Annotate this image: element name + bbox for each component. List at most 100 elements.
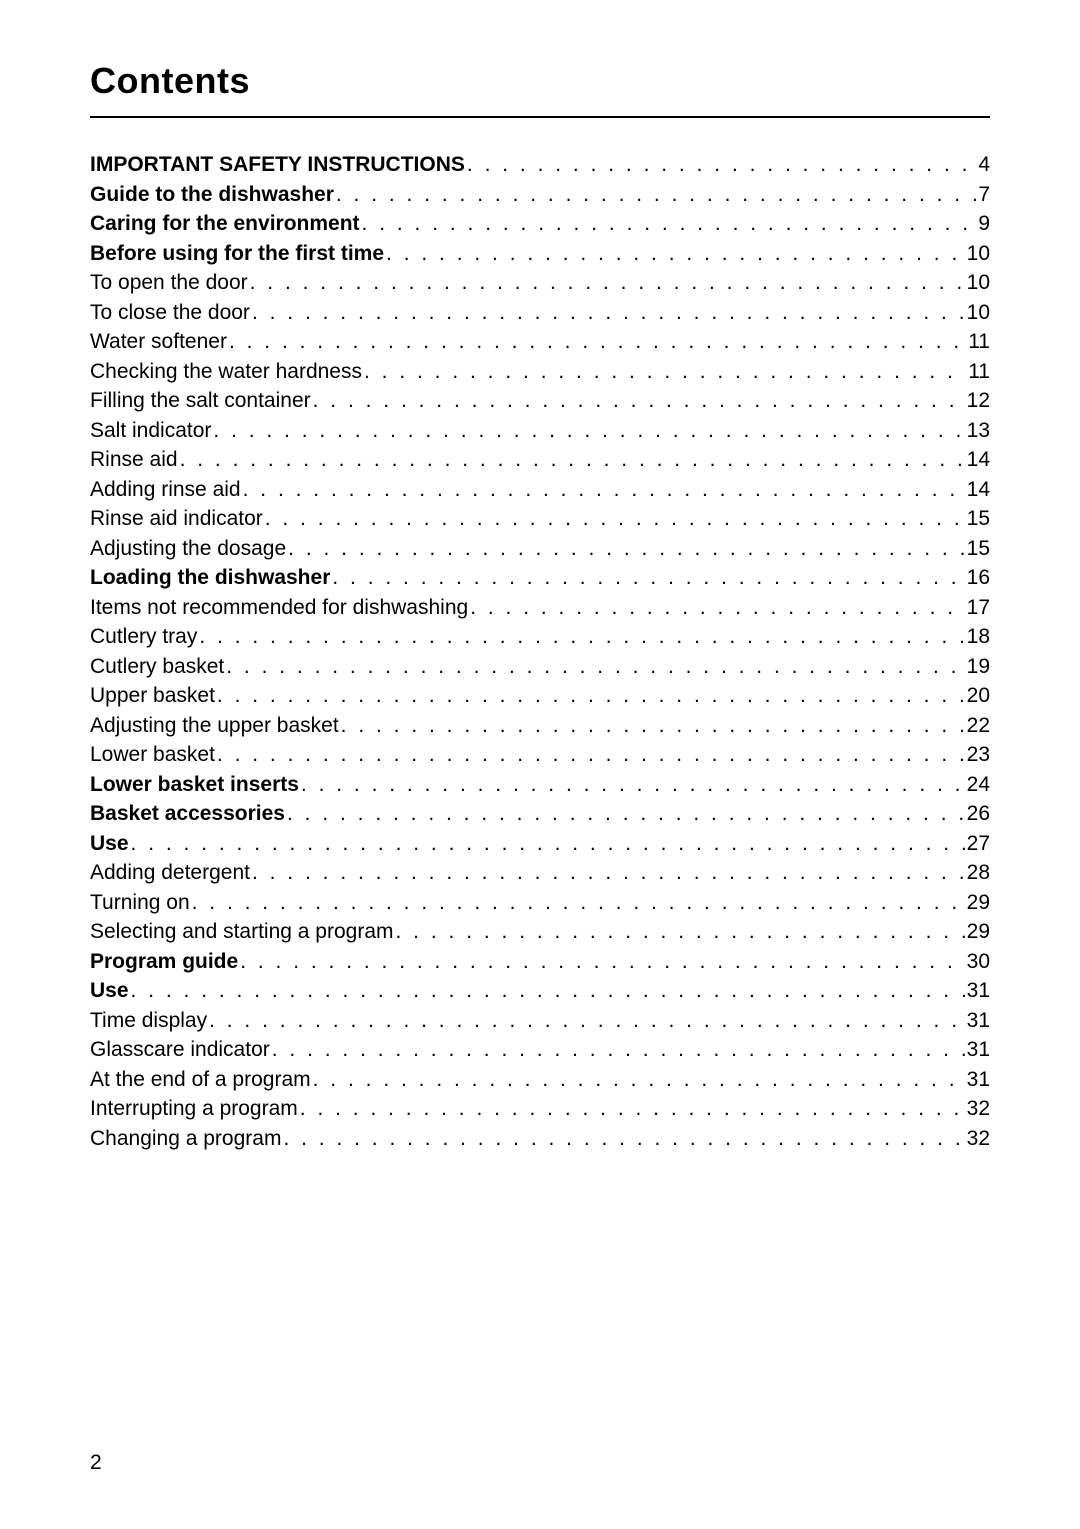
toc-line: Time display31 bbox=[90, 1010, 990, 1031]
toc-line: Cutlery tray18 bbox=[90, 626, 990, 647]
toc-line: Adding rinse aid14 bbox=[90, 479, 990, 500]
toc-entry-label: At the end of a program bbox=[90, 1069, 311, 1090]
toc-line: Lower basket inserts24 bbox=[90, 774, 990, 795]
toc-entry-label: Cutlery basket bbox=[90, 656, 224, 677]
toc-leader-dots bbox=[468, 597, 964, 618]
toc-entry-page: 10 bbox=[965, 272, 990, 293]
toc-entry-page: 26 bbox=[965, 803, 990, 824]
toc-line: Program guide 30 bbox=[90, 951, 990, 972]
toc-leader-dots bbox=[129, 833, 965, 854]
toc-entry-label: IMPORTANT SAFETY INSTRUCTIONS bbox=[90, 154, 465, 175]
toc-leader-dots bbox=[362, 361, 966, 382]
toc-entry-page: 14 bbox=[965, 449, 990, 470]
toc-entry-page: 19 bbox=[965, 656, 990, 677]
toc-entry-page: 30 bbox=[965, 951, 990, 972]
contents-title: Contents bbox=[90, 60, 990, 118]
toc-line: Rinse aid 14 bbox=[90, 449, 990, 470]
toc-entry-page: 22 bbox=[965, 715, 990, 736]
toc-line: Rinse aid indicator 15 bbox=[90, 508, 990, 529]
toc-line: Changing a program32 bbox=[90, 1128, 990, 1149]
toc-leader-dots bbox=[330, 567, 964, 588]
toc-entry-page: 31 bbox=[965, 980, 990, 1001]
toc-leader-dots bbox=[215, 685, 965, 706]
toc-leader-dots bbox=[263, 508, 965, 529]
toc-line: Guide to the dishwasher 7 bbox=[90, 184, 990, 205]
toc-line: To open the door 10 bbox=[90, 272, 990, 293]
toc-entry-label: Use bbox=[90, 980, 129, 1001]
toc-line: Caring for the environment9 bbox=[90, 213, 990, 234]
toc-entry-label: Basket accessories bbox=[90, 803, 285, 824]
toc-leader-dots bbox=[197, 626, 964, 647]
toc-line: Selecting and starting a program29 bbox=[90, 921, 990, 942]
toc-entry-page: 31 bbox=[965, 1039, 990, 1060]
toc-leader-dots bbox=[298, 1098, 965, 1119]
toc-line: Basket accessories 26 bbox=[90, 803, 990, 824]
toc-entry-label: Interrupting a program bbox=[90, 1098, 298, 1119]
toc-entry-label: Rinse aid indicator bbox=[90, 508, 263, 529]
toc-line: Adjusting the upper basket 22 bbox=[90, 715, 990, 736]
toc-leader-dots bbox=[215, 744, 965, 765]
toc-entry-page: 11 bbox=[966, 361, 990, 382]
table-of-contents: IMPORTANT SAFETY INSTRUCTIONS4 Guide to t… bbox=[90, 154, 990, 1149]
toc-entry-page: 10 bbox=[965, 302, 990, 323]
toc-line: Glasscare indicator 31 bbox=[90, 1039, 990, 1060]
toc-entry-page: 23 bbox=[965, 744, 990, 765]
toc-leader-dots bbox=[211, 420, 964, 441]
toc-entry-label: Guide to the dishwasher bbox=[90, 184, 334, 205]
toc-entry-label: Cutlery tray bbox=[90, 626, 197, 647]
toc-entry-label: Items not recommended for dishwashing bbox=[90, 597, 468, 618]
toc-entry-page: 17 bbox=[965, 597, 990, 618]
toc-entry-label: Loading the dishwasher bbox=[90, 567, 330, 588]
toc-entry-label: Adjusting the upper basket bbox=[90, 715, 339, 736]
toc-leader-dots bbox=[129, 980, 965, 1001]
toc-leader-dots bbox=[238, 951, 964, 972]
toc-line: Cutlery basket 19 bbox=[90, 656, 990, 677]
toc-entry-label: Before using for the first time bbox=[90, 243, 384, 264]
toc-leader-dots bbox=[270, 1039, 965, 1060]
toc-entry-label: Program guide bbox=[90, 951, 238, 972]
toc-line: Filling the salt container 12 bbox=[90, 390, 990, 411]
toc-entry-page: 20 bbox=[965, 685, 990, 706]
toc-entry-page: 12 bbox=[965, 390, 990, 411]
toc-entry-page: 15 bbox=[965, 538, 990, 559]
toc-entry-label: Upper basket bbox=[90, 685, 215, 706]
toc-leader-dots bbox=[334, 184, 976, 205]
toc-entry-label: Lower basket inserts bbox=[90, 774, 299, 795]
toc-line: Adjusting the dosage15 bbox=[90, 538, 990, 559]
toc-entry-label: To open the door bbox=[90, 272, 248, 293]
page: Contents IMPORTANT SAFETY INSTRUCTIONS4 G… bbox=[0, 0, 1080, 1529]
toc-line: Water softener11 bbox=[90, 331, 990, 352]
toc-entry-label: Glasscare indicator bbox=[90, 1039, 270, 1060]
toc-entry-label: Filling the salt container bbox=[90, 390, 311, 411]
toc-leader-dots bbox=[299, 774, 965, 795]
toc-leader-dots bbox=[285, 803, 965, 824]
toc-entry-label: Water softener bbox=[90, 331, 227, 352]
toc-line: Use27 bbox=[90, 833, 990, 854]
toc-entry-page: 31 bbox=[965, 1069, 990, 1090]
toc-entry-label: Selecting and starting a program bbox=[90, 921, 394, 942]
toc-line: Lower basket 23 bbox=[90, 744, 990, 765]
toc-entry-page: 15 bbox=[965, 508, 990, 529]
toc-entry-label: Lower basket bbox=[90, 744, 215, 765]
toc-entry-page: 7 bbox=[976, 184, 990, 205]
toc-leader-dots bbox=[241, 479, 965, 500]
toc-entry-page: 31 bbox=[965, 1010, 990, 1031]
toc-leader-dots bbox=[311, 390, 965, 411]
toc-entry-label: Rinse aid bbox=[90, 449, 178, 470]
toc-entry-page: 10 bbox=[965, 243, 990, 264]
toc-line: Adding detergent28 bbox=[90, 862, 990, 883]
toc-line: Turning on29 bbox=[90, 892, 990, 913]
toc-entry-page: 13 bbox=[965, 420, 990, 441]
toc-entry-label: Use bbox=[90, 833, 129, 854]
toc-line: IMPORTANT SAFETY INSTRUCTIONS4 bbox=[90, 154, 990, 175]
toc-leader-dots bbox=[360, 213, 977, 234]
toc-leader-dots bbox=[250, 302, 965, 323]
toc-leader-dots bbox=[465, 154, 976, 175]
toc-leader-dots bbox=[248, 272, 965, 293]
toc-leader-dots bbox=[207, 1010, 965, 1031]
toc-entry-label: Turning on bbox=[90, 892, 190, 913]
toc-line: Interrupting a program32 bbox=[90, 1098, 990, 1119]
toc-line: At the end of a program 31 bbox=[90, 1069, 990, 1090]
toc-entry-label: Adding detergent bbox=[90, 862, 250, 883]
toc-line: Salt indicator13 bbox=[90, 420, 990, 441]
